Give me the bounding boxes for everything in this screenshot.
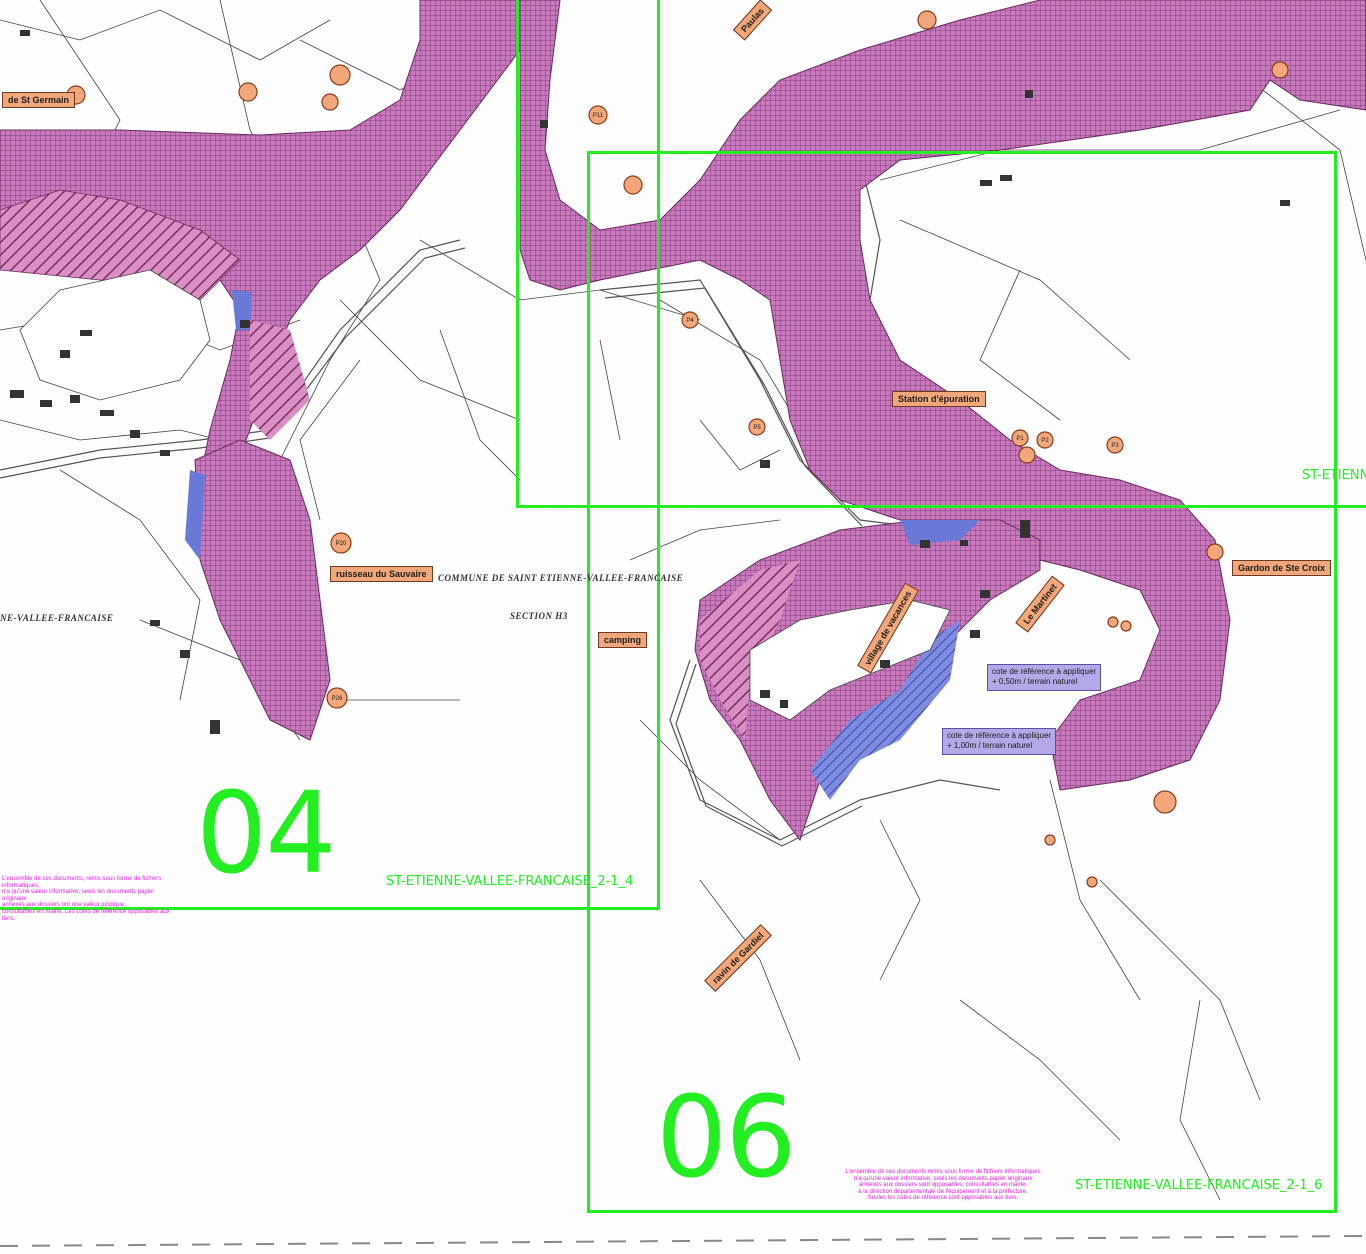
cote2-line2: + 1,00m / terrain naturel [947,741,1033,751]
commune-fragment-left: NE-VALLEE-FRANCAISE [0,613,114,623]
disclaimer-left: L'ensemble de ces documents, remis sous … [2,876,170,922]
label-st-germain: de St Germain [2,92,76,108]
marker-p4: P4 [686,318,694,324]
tile-code-04: ST-ETIENNE-VALLEE-FRANCAISE_2-1_4 [386,874,634,889]
section-label: SECTION H3 [510,611,568,621]
marker-p26: P26 [332,696,343,702]
marker-p3: P3 [1111,443,1119,449]
marker-p5: P5 [753,425,761,431]
marker-p11: P11 [593,113,604,119]
marker-p1: P1 [1016,436,1024,442]
blue-zone-top [900,520,980,545]
label-gardon-ste-croix: Gardon de Ste Croix [1232,560,1332,576]
label-ruisseau-sauvaire: ruisseau du Sauvaire [330,566,433,582]
commune-title: COMMUNE DE SAINT ETIENNE-VALLEE-FRANCAIS… [438,573,684,583]
tile-code-06: ST-ETIENNE-VALLEE-FRANCAISE_2-1_6 [1075,1178,1323,1193]
cote2-line1: cote de référence à appliquer [947,731,1052,740]
tile-number-04: 04 [196,769,337,899]
flood-zone-ravine [194,439,331,741]
flood-zone-upper-left [0,0,521,481]
marker-p20: P20 [336,541,347,547]
cote1-line1: cote de référence à appliquer [992,667,1097,676]
label-camping: camping [598,632,648,648]
disclaimer-right: L'ensemble de ces documents remis sous f… [845,1169,1041,1202]
sheet-edge-dashes [0,1235,1366,1247]
point-markers [66,10,1289,888]
inner-island [749,599,951,721]
tile-frame-05[interactable] [516,0,1366,508]
inner-area-left [19,269,211,401]
tile-code-05: ST-ETIENN [1302,468,1366,483]
cote-reference-box-1: cote de référence à appliquer + 0,50m / … [987,664,1102,691]
tile-frame-06[interactable] [587,151,1337,1213]
hatched-zone-left [0,189,241,301]
marker-p2: P2 [1041,438,1049,444]
tile-number-06: 06 [656,1073,797,1203]
blue-zone-meander [810,620,960,800]
cote-reference-box-2: cote de référence à appliquer + 1,00m / … [942,728,1057,755]
hatched-zone-ravine [250,320,310,440]
blue-zone-ravine [185,470,205,560]
tile-frame-04[interactable] [0,0,660,910]
cote1-line2: + 0,50m / terrain naturel [992,677,1078,687]
label-station-epuration: Station d'épuration [892,391,986,407]
point-marker-labels: P11 P4 P5 P20 P26 P1 P2 P3 [332,113,1120,702]
